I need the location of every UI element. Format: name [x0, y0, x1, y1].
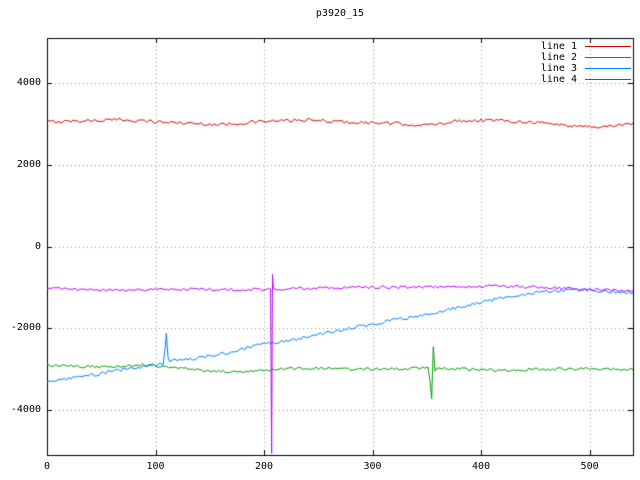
legend-line-sample	[585, 79, 631, 80]
y-tick-label: 4000	[16, 76, 41, 88]
x-tick-label: 100	[146, 461, 165, 472]
legend-line-sample	[585, 46, 631, 47]
legend-line-sample	[585, 57, 631, 58]
legend-label: line 3	[540, 63, 577, 74]
y-tick-label: -4000	[10, 404, 41, 416]
legend-line-sample	[585, 68, 631, 69]
y-tick-label: 2000	[16, 158, 41, 170]
x-tick-label: 500	[580, 461, 599, 472]
legend-label: line 2	[540, 52, 577, 63]
legend-item: line 1	[541, 41, 631, 52]
legend: line 1 line 2 line 3 line 4	[541, 41, 631, 85]
x-tick-label: 300	[363, 461, 382, 472]
legend-item: line 4	[541, 74, 631, 85]
legend-label: line 4	[540, 74, 577, 85]
chart-title: p3920_15	[315, 8, 365, 19]
legend-item: line 2	[541, 52, 631, 63]
x-tick-label: 0	[43, 461, 51, 472]
y-tick-label: -2000	[10, 322, 41, 334]
legend-label: line 1	[540, 41, 577, 52]
legend-item: line 3	[541, 63, 631, 74]
y-tick-label: 0	[34, 240, 41, 252]
x-tick-label: 200	[255, 461, 274, 472]
x-tick-label: 400	[472, 461, 491, 472]
